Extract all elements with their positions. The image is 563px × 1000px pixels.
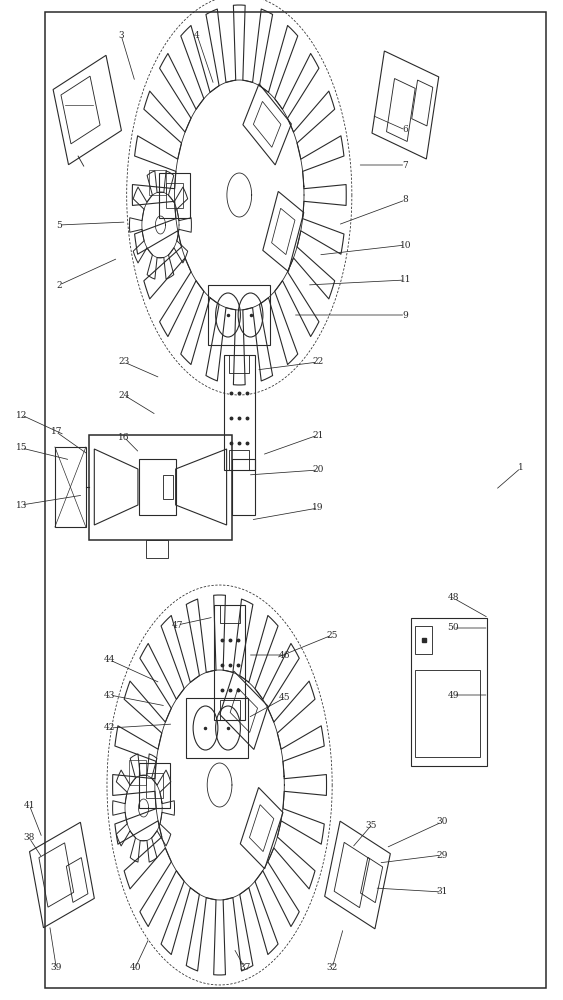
Text: 29: 29 <box>436 850 448 859</box>
Text: 17: 17 <box>51 428 62 436</box>
Text: 45: 45 <box>279 694 290 702</box>
Bar <box>55 447 86 527</box>
Text: 50: 50 <box>448 624 459 633</box>
Bar <box>129 760 146 785</box>
Text: 46: 46 <box>279 650 290 660</box>
Text: 44: 44 <box>104 656 115 664</box>
Text: 9: 9 <box>403 310 408 320</box>
Text: 3: 3 <box>118 30 124 39</box>
Text: 43: 43 <box>104 690 115 700</box>
Bar <box>214 605 245 720</box>
Text: 47: 47 <box>172 620 183 630</box>
Text: 25: 25 <box>327 631 338 640</box>
Bar <box>229 450 249 470</box>
Text: 8: 8 <box>403 196 408 205</box>
Bar <box>224 355 255 470</box>
Text: 15: 15 <box>16 444 27 452</box>
Bar <box>149 170 166 195</box>
Bar <box>146 540 168 558</box>
Text: 20: 20 <box>312 466 324 475</box>
Bar <box>229 355 249 373</box>
Bar <box>220 700 240 720</box>
Text: 41: 41 <box>24 800 35 810</box>
Bar <box>163 475 173 499</box>
Text: 35: 35 <box>366 820 377 830</box>
Text: 49: 49 <box>448 690 459 700</box>
Text: 30: 30 <box>436 818 448 826</box>
Text: 38: 38 <box>24 834 35 842</box>
Bar <box>220 605 240 623</box>
Text: 16: 16 <box>118 432 129 442</box>
Bar <box>88 434 232 540</box>
Text: 12: 12 <box>16 410 27 420</box>
Bar <box>139 459 176 515</box>
Text: 2: 2 <box>56 280 62 290</box>
Text: 31: 31 <box>436 888 448 896</box>
Bar <box>232 459 254 515</box>
Text: 13: 13 <box>16 500 27 510</box>
Text: 40: 40 <box>129 964 141 972</box>
Text: 1: 1 <box>518 464 524 473</box>
Text: 10: 10 <box>400 240 411 249</box>
Text: 4: 4 <box>194 30 200 39</box>
Bar <box>415 626 432 654</box>
Bar <box>411 618 487 766</box>
Text: 32: 32 <box>327 964 338 972</box>
Bar <box>208 285 270 345</box>
Text: 21: 21 <box>312 430 324 440</box>
Text: 24: 24 <box>118 390 129 399</box>
Text: 42: 42 <box>104 724 115 732</box>
Bar <box>45 12 546 988</box>
Text: 22: 22 <box>312 358 324 366</box>
Text: 7: 7 <box>403 160 408 169</box>
Bar <box>415 670 480 757</box>
Text: 23: 23 <box>118 358 129 366</box>
Text: 19: 19 <box>312 504 324 512</box>
Text: 48: 48 <box>448 593 459 602</box>
Bar <box>186 698 248 758</box>
Text: 11: 11 <box>400 275 411 284</box>
Text: 5: 5 <box>56 221 62 230</box>
Text: 6: 6 <box>403 125 408 134</box>
Text: 37: 37 <box>239 964 251 972</box>
Text: 39: 39 <box>51 964 62 972</box>
